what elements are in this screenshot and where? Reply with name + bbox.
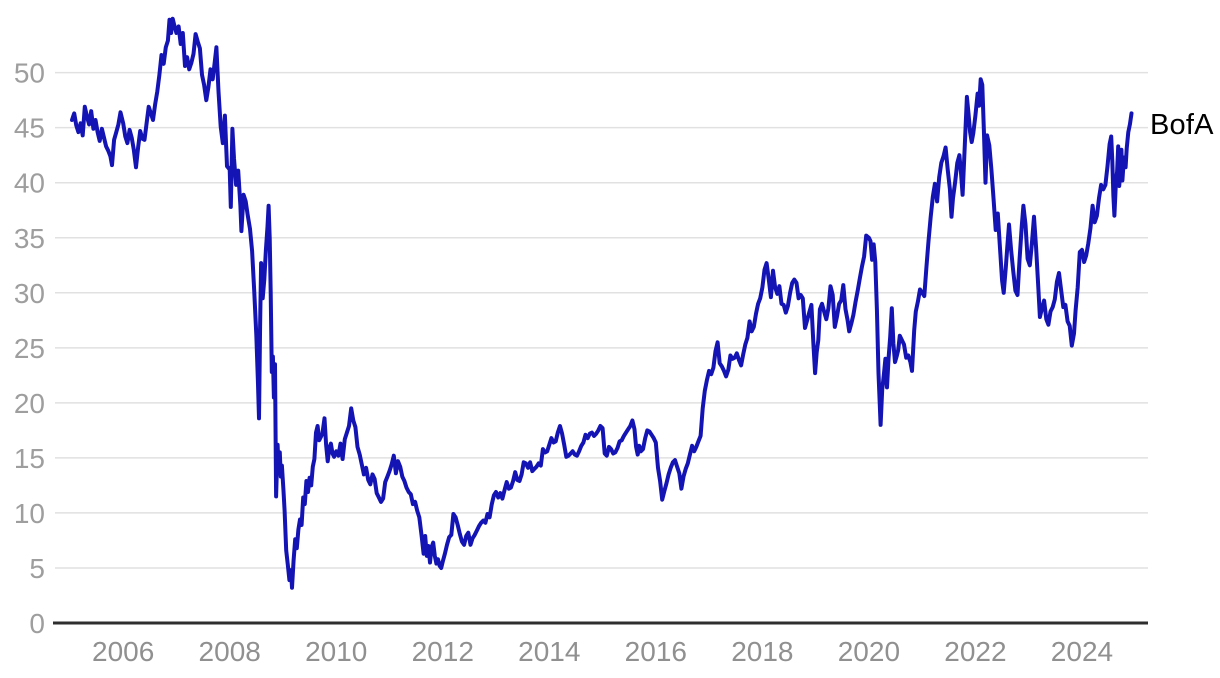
x-tick-label-2022: 2022	[944, 636, 1006, 667]
x-tick-label-2012: 2012	[412, 636, 474, 667]
y-tick-label-45: 45	[14, 113, 45, 144]
x-tick-label-2010: 2010	[305, 636, 367, 667]
price-line-bofa	[70, 16, 1134, 590]
y-tick-label-0: 0	[29, 608, 45, 639]
x-tick-label-2014: 2014	[518, 636, 580, 667]
y-tick-label-50: 50	[14, 58, 45, 89]
y-tick-label-20: 20	[14, 388, 45, 419]
x-tick-label-2020: 2020	[838, 636, 900, 667]
y-tick-label-35: 35	[14, 223, 45, 254]
y-tick-label-15: 15	[14, 443, 45, 474]
x-tick-label-2006: 2006	[92, 636, 154, 667]
x-tick-label-2008: 2008	[199, 636, 261, 667]
series-label-bofa: BofA	[1150, 109, 1214, 141]
y-tick-label-25: 25	[14, 333, 45, 364]
y-tick-label-30: 30	[14, 278, 45, 309]
x-tick-label-2024: 2024	[1051, 636, 1113, 667]
y-tick-label-5: 5	[29, 553, 45, 584]
y-tick-label-10: 10	[14, 498, 45, 529]
x-tick-label-2018: 2018	[731, 636, 793, 667]
y-tick-label-40: 40	[14, 168, 45, 199]
x-tick-label-2016: 2016	[625, 636, 687, 667]
